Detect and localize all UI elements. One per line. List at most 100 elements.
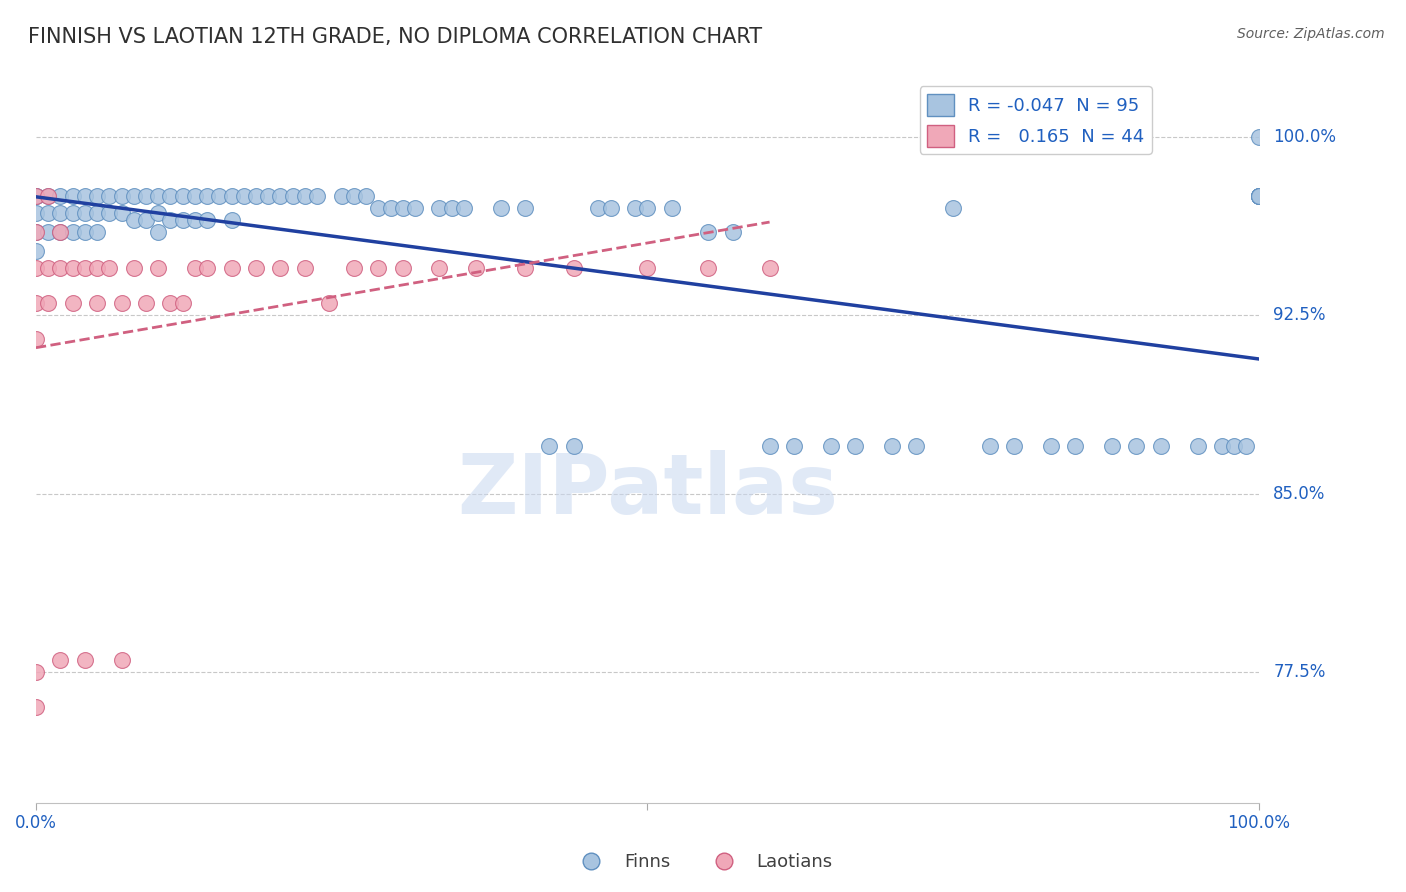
Point [49,225,72,239]
Point [73,206,96,220]
Point [221,213,243,227]
Point [294,260,316,275]
Point [905,439,928,453]
Point [98,206,121,220]
Point [758,260,780,275]
Point [122,260,145,275]
Point [1150,439,1173,453]
Point [195,213,218,227]
Point [221,260,243,275]
Point [636,201,658,215]
Point [159,296,181,310]
Point [245,189,267,203]
Point [758,439,780,453]
Point [588,201,610,215]
Point [330,189,353,203]
Point [257,189,280,203]
Point [148,206,170,220]
Point [49,653,72,667]
Point [343,260,366,275]
Point [1211,439,1233,453]
Text: Source: ZipAtlas.com: Source: ZipAtlas.com [1237,27,1385,41]
Point [513,260,536,275]
Point [135,296,157,310]
Point [624,201,647,215]
Point [1039,439,1062,453]
Point [110,296,132,310]
Point [367,260,389,275]
Point [195,260,218,275]
Point [562,260,585,275]
Point [148,189,170,203]
Point [880,439,903,453]
Point [49,225,72,239]
Point [135,189,157,203]
Point [25,225,48,239]
Point [25,189,48,203]
Point [429,201,451,215]
Point [172,213,194,227]
Point [465,260,488,275]
Text: 92.5%: 92.5% [1274,306,1326,324]
Point [73,189,96,203]
Point [25,189,48,203]
Point [783,439,806,453]
Point [135,213,157,227]
Point [538,439,561,453]
Point [307,189,329,203]
Point [122,189,145,203]
Point [110,189,132,203]
Point [37,260,59,275]
Point [122,213,145,227]
Point [599,201,621,215]
Point [367,201,389,215]
Point [1223,439,1246,453]
Point [820,439,842,453]
Point [1247,189,1270,203]
Text: 100.0%: 100.0% [1274,128,1336,146]
Point [172,296,194,310]
Point [1247,189,1270,203]
Point [1064,439,1087,453]
Point [453,201,475,215]
Point [294,189,316,203]
Point [86,296,108,310]
Point [86,225,108,239]
Point [86,189,108,203]
Point [391,201,413,215]
Point [172,189,194,203]
Point [513,201,536,215]
Point [148,260,170,275]
Point [1187,439,1209,453]
Point [25,700,48,714]
Point [269,189,291,203]
Point [1247,189,1270,203]
Point [1247,189,1270,203]
Point [25,332,48,346]
Point [110,653,132,667]
Point [184,260,207,275]
Point [1101,439,1123,453]
Point [25,244,48,258]
Point [942,201,965,215]
Point [86,260,108,275]
Point [221,189,243,203]
Point [25,260,48,275]
Point [636,260,658,275]
Point [380,201,402,215]
Point [62,225,84,239]
Point [159,189,181,203]
Point [318,296,340,310]
Point [697,225,720,239]
Text: 77.5%: 77.5% [1274,663,1326,681]
Point [62,260,84,275]
Point [37,225,59,239]
Point [208,189,231,203]
Point [37,189,59,203]
Point [148,225,170,239]
Point [844,439,866,453]
Point [49,260,72,275]
Point [562,439,585,453]
Point [159,213,181,227]
Point [354,189,377,203]
